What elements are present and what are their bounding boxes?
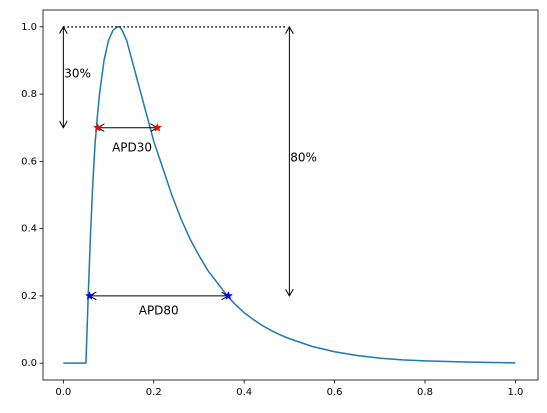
x-tick-label-4: 0.8	[417, 387, 433, 398]
x-tick-label-1: 0.2	[146, 387, 162, 398]
y-tick-label-0: 0.0	[21, 358, 37, 369]
y-tick-label-1: 0.2	[21, 291, 37, 302]
label-apd80: APD80	[139, 304, 179, 318]
y-tick-label-2: 0.4	[21, 224, 37, 235]
x-tick-label-0: 0.0	[55, 387, 71, 398]
axes: 0.0 0.2 0.4 0.6 0.8 1.0 0.0 0.2 0.4 0.6 0.8 1.0	[21, 9, 539, 398]
axes-frame	[42, 9, 539, 381]
series-line-0	[63, 26, 516, 364]
x-tick-label-3: 0.6	[327, 387, 343, 398]
y-tick-label-4: 0.8	[21, 89, 37, 100]
x-tick-label-5: 1.0	[507, 387, 523, 398]
y-tick-label-3: 0.6	[21, 156, 37, 167]
star-marker-0	[93, 122, 103, 132]
star-marker-1	[152, 122, 163, 132]
arrow-label-80pct: 80%	[290, 151, 317, 165]
y-tick-label-5: 1.0	[21, 22, 37, 33]
star-marker-2	[84, 291, 95, 300]
label-apd30: APD30	[112, 140, 152, 154]
x-tick-label-2: 0.4	[236, 387, 252, 398]
arrow-label-30pct: 30%	[64, 66, 91, 80]
plot-area: 30% 80% APD30 APD80	[63, 26, 516, 364]
star-marker-3	[223, 291, 234, 300]
